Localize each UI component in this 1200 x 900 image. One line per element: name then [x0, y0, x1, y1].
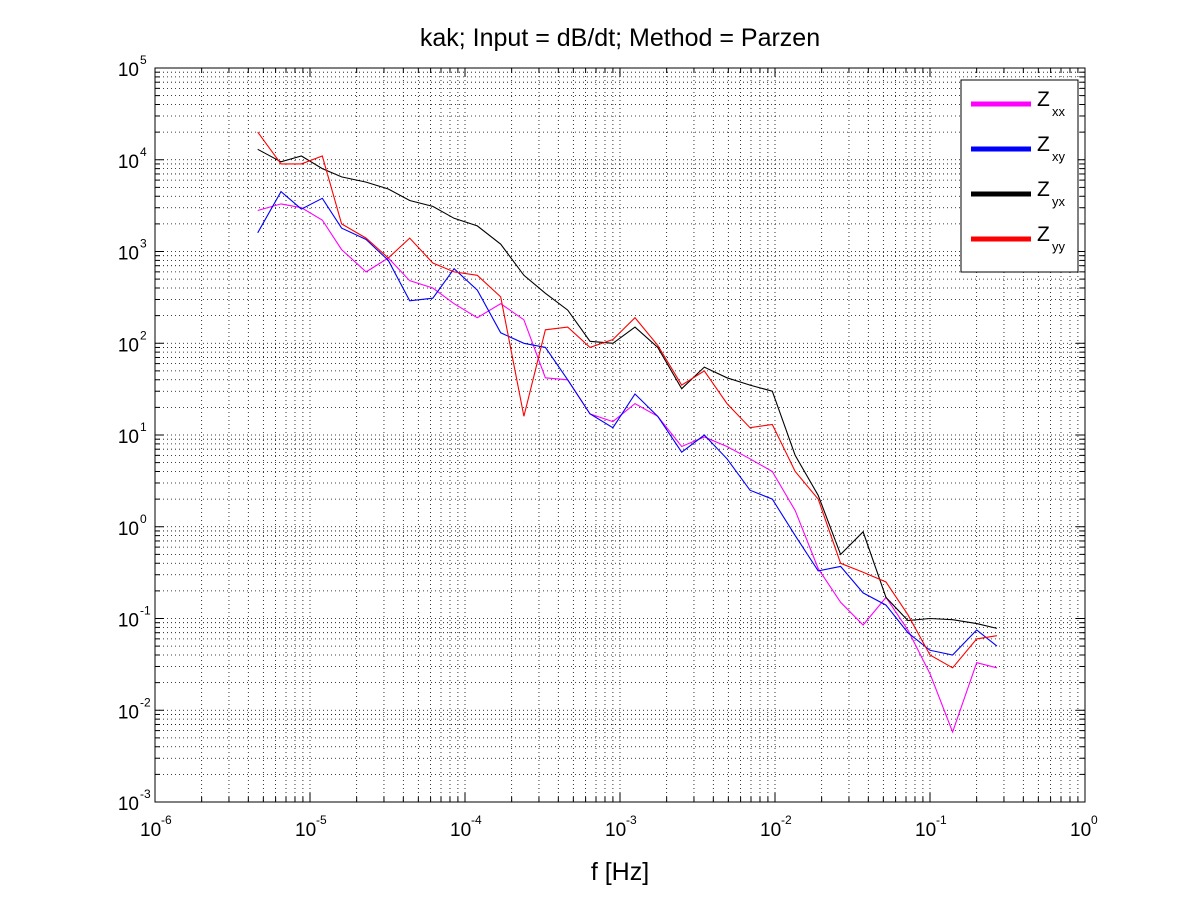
x-axis-label: f [Hz]	[591, 858, 649, 886]
y-tick-label-exponent: 3	[140, 237, 147, 251]
legend-entry: Zxy	[971, 133, 1066, 164]
y-tick-label-exponent: 4	[140, 145, 147, 159]
x-tick-label-base: 10	[605, 820, 626, 841]
legend-label: Z	[1037, 133, 1050, 156]
series-line-z-xx	[257, 203, 998, 734]
x-tick-label-base: 10	[760, 820, 781, 841]
y-tick-label-base: 10	[118, 702, 139, 723]
legend-label-subscript: yy	[1052, 239, 1066, 254]
x-tick-label: 10 0	[1070, 813, 1098, 841]
y-tick-label-exponent: 0	[140, 512, 147, 526]
x-tick-label: 10 -4	[450, 813, 482, 841]
x-tick-label-base: 10	[450, 820, 471, 841]
legend-entry: Zyx	[971, 178, 1066, 209]
series-line-z-yx	[257, 148, 998, 629]
y-tick-label: 10 -1	[118, 604, 151, 632]
y-tick-label: 10 3	[118, 237, 147, 265]
legend-label-subscript: xy	[1052, 149, 1066, 164]
x-tick-label: 10 -6	[140, 813, 172, 841]
x-tick-label-exponent: 0	[1091, 813, 1098, 827]
legend-label-subscript: yx	[1052, 194, 1066, 209]
x-tick-label: 10 -3	[605, 813, 637, 841]
x-tick-label-exponent: -1	[936, 813, 947, 827]
y-tick-label-exponent: -3	[140, 787, 151, 801]
x-tick-label-exponent: -5	[316, 813, 327, 827]
y-tick-label-base: 10	[118, 335, 139, 356]
y-tick-label: 10 0	[118, 512, 147, 540]
y-tick-label-base: 10	[118, 60, 139, 81]
y-tick-label-exponent: -2	[140, 695, 151, 709]
x-tick-label-base: 10	[915, 820, 936, 841]
x-tick-label-base: 10	[295, 820, 316, 841]
series-line-z-yy	[257, 131, 997, 669]
legend-label: Z	[1037, 223, 1050, 246]
y-tick-label-exponent: 1	[140, 420, 147, 434]
x-tick-label-exponent: -2	[781, 813, 792, 827]
x-tick-label-exponent: -4	[471, 813, 482, 827]
x-tick-label-exponent: -3	[626, 813, 637, 827]
plot-area: 10 -6 10 -5 10 -4 10 -3 10 -2 10 -1 10 010 -310 -210 -11…	[118, 53, 1098, 841]
legend-label-subscript: xx	[1052, 104, 1066, 119]
x-tick-label-base: 10	[1070, 820, 1091, 841]
y-tick-label: 10 5	[118, 53, 147, 81]
chart-title: kak; Input = dB/dt; Method = Parzen	[420, 24, 820, 52]
y-tick-label: 10 -2	[118, 695, 151, 723]
x-tick-label: 10 -5	[295, 813, 327, 841]
y-tick-label-base: 10	[118, 244, 139, 265]
x-tick-label-base: 10	[140, 820, 161, 841]
y-tick-label: 10 2	[118, 328, 147, 356]
legend-label: Z	[1037, 88, 1050, 111]
legend-label: Z	[1037, 178, 1050, 201]
y-tick-label-base: 10	[118, 519, 139, 540]
axes-box	[154, 67, 1086, 803]
x-tick-label-exponent: -6	[161, 813, 172, 827]
x-tick-label: 10 -1	[915, 813, 947, 841]
y-tick-label-exponent: 5	[140, 53, 147, 67]
y-tick-label-base: 10	[118, 611, 139, 632]
y-tick-label: 10 4	[118, 145, 147, 173]
x-tick-label: 10 -2	[760, 813, 792, 841]
y-tick-label-exponent: 2	[140, 328, 147, 342]
y-tick-label: 10 -3	[118, 787, 151, 815]
y-tick-label-base: 10	[118, 794, 139, 815]
legend-entry: Zxx	[971, 88, 1066, 119]
legend-entry: Zyy	[971, 223, 1066, 254]
y-tick-label: 10 1	[118, 420, 147, 448]
y-tick-label-exponent: -1	[140, 604, 151, 618]
y-tick-label-base: 10	[118, 427, 139, 448]
y-tick-label-base: 10	[118, 152, 139, 173]
series-line-z-xy	[257, 190, 998, 656]
